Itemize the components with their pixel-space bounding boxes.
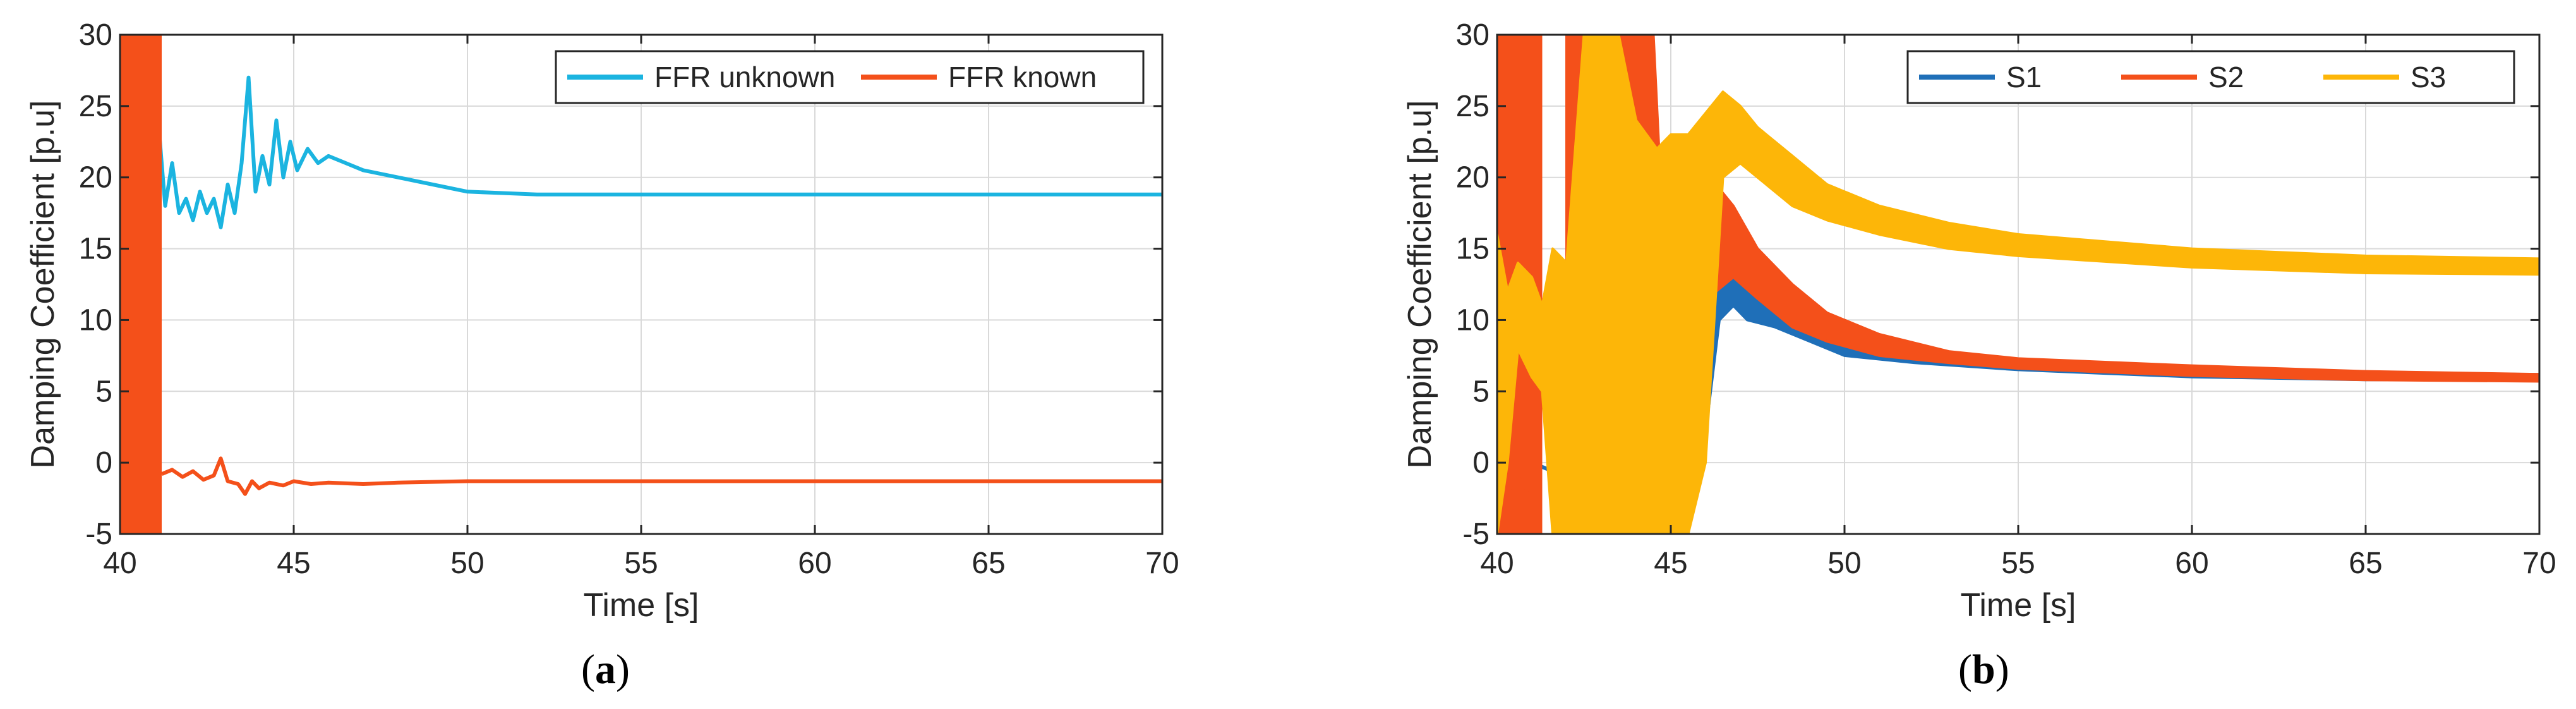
panel-a-y-tick-label: 0 (95, 446, 112, 480)
panel-b-x-tick-label: 45 (1654, 547, 1687, 580)
panel-a-y-tick-label: 5 (95, 375, 112, 408)
panel-b-series-s3-band (1497, 35, 2539, 534)
panel-b-x-tick-label: 60 (2175, 547, 2208, 580)
panel-b-legend-s2-label: S2 (2208, 61, 2244, 94)
panel-b-x-tick-label: 70 (2522, 547, 2556, 580)
panel-a-legend-box (555, 50, 1145, 104)
panel-b-x-tick-label: 50 (1827, 547, 1861, 580)
panel-b-legend-box (1906, 50, 2515, 104)
panel-a-y-tick-label: -5 (85, 518, 112, 551)
panel-b-y-tick-label: 25 (1456, 90, 1490, 123)
panel-a-series-ffr-known-line (160, 456, 1162, 496)
panel-b-x-tick-label: 40 (1480, 547, 1514, 580)
panel-b-y-tick-label: 20 (1456, 161, 1490, 195)
panel-a-x-tick-label: 50 (450, 547, 484, 580)
panel-b-caption: (b) (1958, 646, 2009, 693)
panel-b-y-tick-label: 0 (1472, 446, 1490, 480)
panel-a-y-axis-title: Damping Coefficient [p.u] (25, 100, 61, 469)
panel-b-x-axis-title: Time [s] (1961, 587, 2076, 624)
panel-b: 40 45 50 55 60 65 70 -5 0 5 10 15 20 25 30 Time [s] Damp… (1402, 18, 2556, 624)
panel-a-series-ffr-known-oscillation-band (120, 35, 162, 534)
panel-b-y-tick-label: -5 (1462, 518, 1490, 551)
panel-a-series-ffr-unknown-line (149, 75, 1162, 229)
panel-a-y-tick-label: 30 (79, 18, 112, 52)
panel-a-y-tick-label: 15 (79, 233, 112, 266)
panel-b-x-tick-label: 65 (2349, 547, 2382, 580)
panel-a-y-tick-label: 20 (79, 161, 112, 195)
panel-b-series-group (1497, 35, 2539, 534)
panel-a-legend: FFR unknown FFR known (555, 50, 1145, 104)
panel-a-x-tick-label: 60 (798, 547, 831, 580)
panel-a-x-tick-label: 55 (624, 547, 658, 580)
panel-a-legend-ffr-known-label: FFR known (948, 61, 1097, 94)
panel-a-x-tick-label: 45 (277, 547, 310, 580)
panel-b-legend: S1 S2 S3 (1906, 50, 2515, 104)
panel-b-y-axis-title: Damping Coefficient [p.u] (1402, 100, 1438, 469)
panel-a-x-axis-title: Time [s] (584, 587, 699, 624)
panel-a-caption: (a) (581, 646, 630, 693)
panel-a-series-group (120, 35, 1162, 534)
panel-b-y-tick-label: 5 (1472, 375, 1490, 408)
panel-b-x-tick-label: 55 (2001, 547, 2035, 580)
panel-b-legend-s1-label: S1 (2006, 61, 2042, 94)
panel-a-y-tick-label: 10 (79, 303, 112, 337)
panel-b-series-s2-line (1505, 475, 1530, 506)
panel-b-y-tick-label: 15 (1456, 233, 1490, 266)
panel-a: 40 45 50 55 60 65 70 -5 0 5 10 15 20 25 30 Time [s] Damp… (25, 18, 1179, 624)
panel-a-y-tick-label: 25 (79, 90, 112, 123)
panel-b-legend-s3-label: S3 (2410, 61, 2446, 94)
panel-a-legend-ffr-unknown-label: FFR unknown (654, 61, 835, 94)
panel-b-y-tick-label: 10 (1456, 303, 1490, 337)
panel-a-x-tick-label: 40 (103, 547, 136, 580)
panel-a-x-tick-label: 70 (1145, 547, 1179, 580)
panel-a-x-tick-label: 65 (972, 547, 1005, 580)
panel-b-y-tick-label: 30 (1456, 18, 1490, 52)
